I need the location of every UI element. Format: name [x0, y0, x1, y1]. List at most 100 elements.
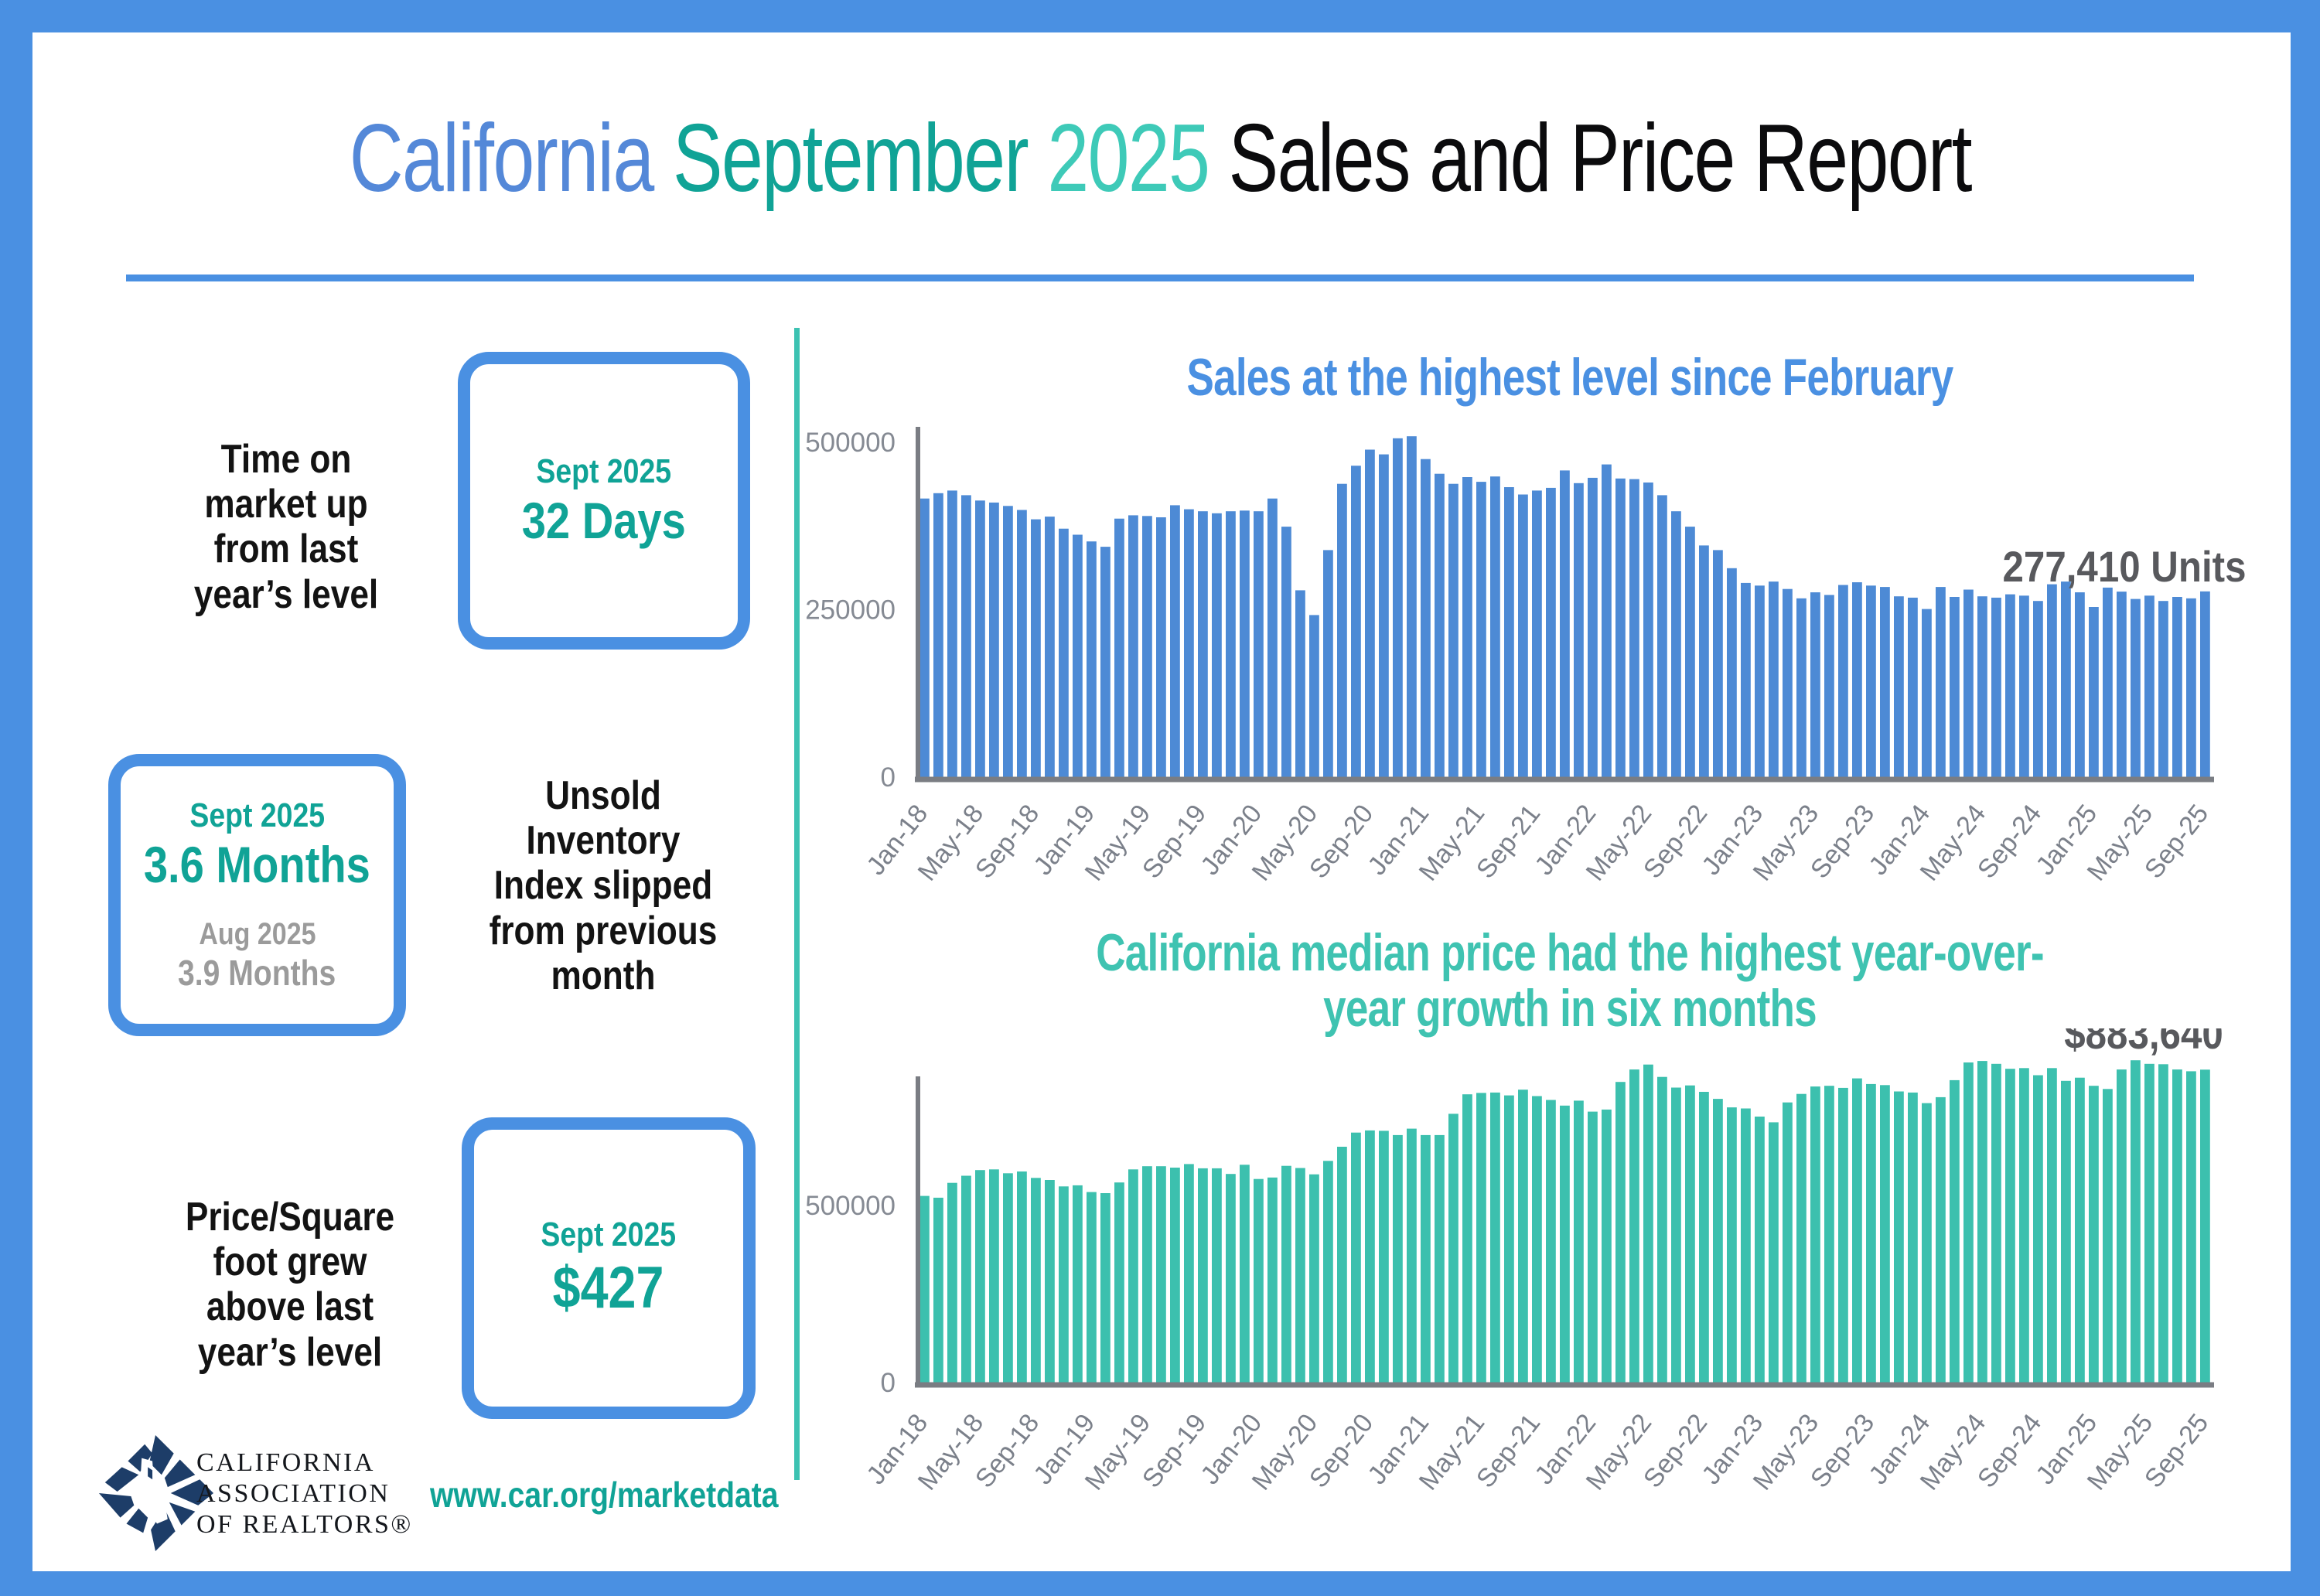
- price-bar: [1059, 1186, 1069, 1383]
- sales-bar: [1114, 518, 1124, 777]
- stat-box-months-period: Sept 2025: [189, 796, 325, 834]
- sales-bar: [1198, 511, 1208, 777]
- price-bar: [1476, 1093, 1486, 1383]
- price-bar: [1295, 1168, 1305, 1383]
- price-bar: [1309, 1174, 1319, 1383]
- sales-bar: [1574, 483, 1584, 777]
- price-bar: [1003, 1173, 1013, 1383]
- price-bar: [1448, 1113, 1459, 1383]
- sales-bar: [1602, 464, 1612, 777]
- sales-bar: [1226, 511, 1236, 777]
- price-bar: [1184, 1164, 1194, 1383]
- sales-bar: [2117, 592, 2127, 777]
- stat-box-price: Sept 2025 $427: [462, 1117, 756, 1419]
- sales-bar: [1128, 515, 1138, 777]
- title-part-california: California: [349, 105, 673, 212]
- price-bar: [1156, 1166, 1166, 1383]
- sales-bar: [933, 493, 943, 777]
- price-bar: [1852, 1078, 1862, 1383]
- y-tick-label: 250000: [805, 595, 896, 626]
- sales-bar: [1323, 550, 1333, 777]
- sales-bar: [1741, 582, 1751, 777]
- sales-bar: [2089, 607, 2099, 777]
- stat-price-sqft-label: Price/Square foot grew above last year’s…: [185, 1195, 395, 1375]
- price-bar: [1546, 1100, 1556, 1383]
- sales-bar: [1783, 588, 1793, 777]
- stat-box-months-prev-value: 3.9 Months: [178, 953, 336, 993]
- price-bar: [1657, 1076, 1667, 1383]
- price-bar: [2075, 1077, 2085, 1383]
- price-chart: 0500000Jan-18May-18Sep-18Jan-19May-19Sep…: [805, 1028, 2223, 1495]
- sales-bar: [1254, 511, 1264, 777]
- stat-unsold-inventory-label: Unsold Inventory Index slipped from prev…: [489, 773, 718, 998]
- price-bar: [1198, 1168, 1208, 1383]
- sales-bar: [1560, 470, 1570, 777]
- car-logo-icon: [98, 1434, 214, 1552]
- price-bar: [1769, 1122, 1779, 1383]
- price-bar: [2061, 1080, 2071, 1383]
- price-bar: [1574, 1100, 1584, 1383]
- title-divider: [126, 275, 2194, 281]
- sales-bar: [1699, 545, 1709, 777]
- sales-bar: [1476, 482, 1486, 777]
- stat-box-months-value: 3.6 Months: [143, 836, 370, 893]
- price-bar: [961, 1175, 971, 1383]
- y-tick-label: 0: [881, 1368, 896, 1398]
- price-bar: [1963, 1062, 1974, 1383]
- sales-bar: [1852, 582, 1862, 777]
- price-bar: [1114, 1182, 1124, 1383]
- sales-bar: [1448, 483, 1459, 777]
- sales-annotation: 277,410 Units: [2003, 543, 2247, 592]
- price-bar: [1490, 1092, 1500, 1383]
- sales-bar: [2061, 581, 2071, 777]
- y-tick-label: 500000: [805, 428, 896, 458]
- sales-bar: [1267, 498, 1278, 777]
- sales-bar: [1017, 510, 1027, 777]
- price-bar: [1281, 1165, 1291, 1383]
- price-bar: [1796, 1093, 1807, 1383]
- price-bar: [1866, 1083, 1876, 1383]
- price-bar: [1643, 1064, 1653, 1383]
- sales-bar: [2033, 601, 2043, 777]
- price-bar: [1267, 1177, 1278, 1383]
- sales-bar: [1435, 473, 1445, 777]
- sales-bar: [947, 490, 957, 777]
- sales-bar: [919, 498, 930, 777]
- price-bar: [1240, 1165, 1250, 1383]
- price-bar: [1393, 1134, 1403, 1383]
- sales-bar: [1518, 494, 1528, 777]
- price-bar: [1379, 1130, 1389, 1383]
- stat-box-days: Sept 2025 32 Days: [458, 352, 750, 650]
- price-bar: [1810, 1086, 1820, 1383]
- y-tick-label: 500000: [805, 1191, 896, 1221]
- sales-bar: [2144, 595, 2155, 777]
- sales-bar: [1880, 587, 1890, 777]
- sales-bar: [1657, 495, 1667, 777]
- sales-bar: [1156, 517, 1166, 777]
- sales-bar: [1365, 449, 1375, 777]
- price-bar: [1212, 1168, 1222, 1383]
- price-bar: [1685, 1085, 1695, 1383]
- sales-bar: [1796, 598, 1807, 777]
- sales-bar: [1031, 519, 1041, 777]
- sales-bar: [1407, 436, 1417, 777]
- price-bar: [947, 1182, 957, 1383]
- price-bar: [1323, 1161, 1333, 1383]
- sales-bar: [2103, 587, 2113, 777]
- price-bar: [2144, 1063, 2155, 1383]
- price-bar: [1838, 1087, 1848, 1383]
- price-bar: [1894, 1091, 1904, 1383]
- sales-bar: [1100, 547, 1111, 777]
- sales-bar: [2131, 598, 2141, 777]
- sales-bar: [2172, 597, 2182, 777]
- price-bar: [1365, 1130, 1375, 1383]
- price-bar: [1629, 1069, 1639, 1383]
- sales-bar: [1588, 477, 1598, 777]
- sales-bar: [1045, 517, 1055, 777]
- sales-bar: [1950, 597, 1960, 777]
- price-bar: [989, 1169, 999, 1383]
- price-bar: [1713, 1099, 1723, 1383]
- price-bar: [1588, 1111, 1598, 1383]
- sales-bar: [1866, 585, 1876, 777]
- stat-box-months-prev-period: Aug 2025: [198, 917, 316, 951]
